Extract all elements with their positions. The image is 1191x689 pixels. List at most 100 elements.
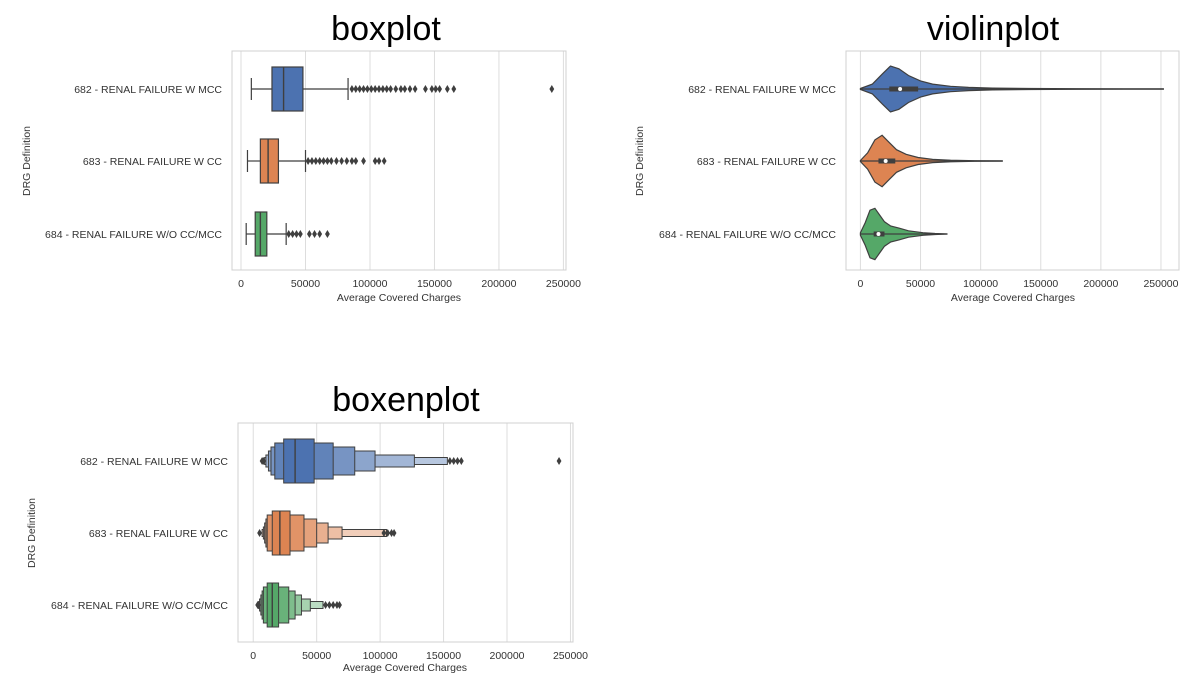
boxplot-outlier xyxy=(444,85,450,93)
violin-median-dot xyxy=(876,232,881,236)
boxplot-x-axis-label: Average Covered Charges xyxy=(337,292,461,304)
boxplot-panel: boxplot DRG Definition Average Covered C… xyxy=(21,10,581,304)
boxplot-outlier xyxy=(325,157,330,165)
boxplot-outlier xyxy=(372,157,378,165)
boxenplot-y-tick-label: 683 - RENAL FAILURE W CC xyxy=(89,528,228,540)
boxenplot-x-tick-label: 50000 xyxy=(302,650,331,662)
violinplot-x-tick-label: 250000 xyxy=(1143,278,1178,290)
violinplot-axes-frame xyxy=(845,50,1180,271)
boxplot-y-tick-label: 683 - RENAL FAILURE W CC xyxy=(83,156,222,168)
boxplot-title: boxplot xyxy=(331,10,441,48)
boxen-outlier xyxy=(458,457,464,465)
boxplot-outlier xyxy=(349,157,355,165)
boxplot-outlier xyxy=(402,85,408,93)
boxplot-outlier xyxy=(376,85,382,93)
boxen-outlier xyxy=(337,601,342,609)
boxplot-outlier xyxy=(328,157,334,165)
boxplot-outlier xyxy=(549,85,555,93)
boxplot-outlier xyxy=(429,85,435,93)
boxen-outlier xyxy=(381,529,387,537)
boxen-outlier xyxy=(385,529,391,537)
boxen-outlier xyxy=(260,457,266,465)
boxplot-outlier xyxy=(361,157,366,165)
boxplot-y-tick-label: 682 - RENAL FAILURE W MCC xyxy=(74,84,222,96)
boxen-outlier xyxy=(323,601,328,609)
boxenplot-y-tick-label: 684 - RENAL FAILURE W/O CC/MCC xyxy=(51,600,228,612)
boxen-outlier xyxy=(334,601,340,609)
boxplot-outlier xyxy=(412,85,418,93)
violinplot-title: violinplot xyxy=(927,10,1060,48)
boxplot-outlier xyxy=(321,157,326,165)
boxen-outlier xyxy=(451,457,457,465)
boxplot-outlier xyxy=(290,230,296,238)
boxplot-outlier xyxy=(313,157,319,165)
boxplot-outlier xyxy=(361,85,366,93)
boxen-box xyxy=(283,438,315,484)
violinplot-y-tick-label: 682 - RENAL FAILURE W MCC xyxy=(688,84,836,96)
boxplot-outlier xyxy=(294,230,299,238)
violinplot-x-tick-label: 200000 xyxy=(1083,278,1118,290)
violinplot-x-tick-label: 50000 xyxy=(906,278,935,290)
boxen-outlier xyxy=(447,457,453,465)
boxplot-x-tick-label: 50000 xyxy=(291,278,320,290)
boxplot-x-tick-label: 200000 xyxy=(481,278,516,290)
violinplot-plot-area: 0 50000 100000 150000 200000 250000 682 - RENA… xyxy=(659,50,1180,290)
violinplot-x-tick-label: 0 xyxy=(858,278,864,290)
boxplot-outlier xyxy=(451,85,457,93)
boxplot-outlier xyxy=(433,85,439,93)
boxplot-outlier xyxy=(353,157,359,165)
boxplot-outlier xyxy=(334,157,339,165)
boxplot-outlier xyxy=(407,85,413,93)
boxen-outlier xyxy=(391,529,397,537)
violin-median-dot xyxy=(898,87,903,91)
boxplot-outlier xyxy=(380,85,386,93)
boxplot-outlier xyxy=(437,85,443,93)
boxplot-outlier xyxy=(297,230,303,238)
boxplot-outlier xyxy=(312,230,317,238)
boxplot-outlier xyxy=(384,85,390,93)
violinplot-x-tick-label: 100000 xyxy=(963,278,998,290)
boxenplot-x-axis-label: Average Covered Charges xyxy=(343,662,467,674)
boxen-box xyxy=(271,510,291,556)
boxplot-outlier xyxy=(344,157,350,165)
violin-median-dot xyxy=(883,159,888,163)
boxplot-box xyxy=(271,66,304,112)
boxplot-outlier xyxy=(317,157,323,165)
boxplot-outlier xyxy=(381,157,387,165)
boxplot-outlier xyxy=(388,85,394,93)
boxplot-box xyxy=(259,138,280,184)
boxplot-y-tick-label: 684 - RENAL FAILURE W/O CC/MCC xyxy=(45,229,222,241)
boxplot-outlier xyxy=(372,85,378,93)
boxplot-outlier xyxy=(325,230,330,238)
boxplot-outlier xyxy=(368,85,374,93)
boxenplot-plot-area: 0 50000 100000 150000 200000 250000 682 - RENA… xyxy=(51,422,588,662)
boxplot-outlier xyxy=(353,85,359,93)
boxen-outlier xyxy=(556,457,562,465)
violinplot-x-axis-label: Average Covered Charges xyxy=(951,292,1075,304)
boxplot-outlier xyxy=(376,157,382,165)
boxplot-x-tick-label: 100000 xyxy=(352,278,387,290)
violin-iqr-bar xyxy=(889,86,919,92)
boxen-outlier xyxy=(257,529,262,537)
boxplot-outlier xyxy=(306,230,312,238)
boxplot-outlier xyxy=(423,85,428,93)
boxplot-outlier xyxy=(393,85,399,93)
boxplot-outlier xyxy=(339,157,345,165)
boxenplot-x-tick-label: 150000 xyxy=(426,650,461,662)
violinplot-y-axis-label: DRG Definition xyxy=(634,126,646,196)
violinplot-x-tick-label: 150000 xyxy=(1023,278,1058,290)
boxplot-plot-area: 0 50000 100000 150000 200000 250000 682 - RENA… xyxy=(45,50,581,290)
boxen-outlier xyxy=(330,601,336,609)
boxplot-x-tick-label: 250000 xyxy=(546,278,581,290)
boxplot-outlier xyxy=(286,230,292,238)
boxplot-outlier xyxy=(365,85,370,93)
boxplot-outlier xyxy=(349,85,355,93)
violinplot-y-tick-label: 683 - RENAL FAILURE W CC xyxy=(697,156,836,168)
boxplot-outlier xyxy=(309,157,315,165)
boxplot-x-tick-label: 150000 xyxy=(417,278,452,290)
boxen-outlier xyxy=(389,529,394,537)
boxplot-outlier xyxy=(317,230,323,238)
boxenplot-x-tick-label: 0 xyxy=(250,650,256,662)
boxenplot-x-tick-label: 200000 xyxy=(489,650,524,662)
boxen-outlier xyxy=(255,601,261,609)
